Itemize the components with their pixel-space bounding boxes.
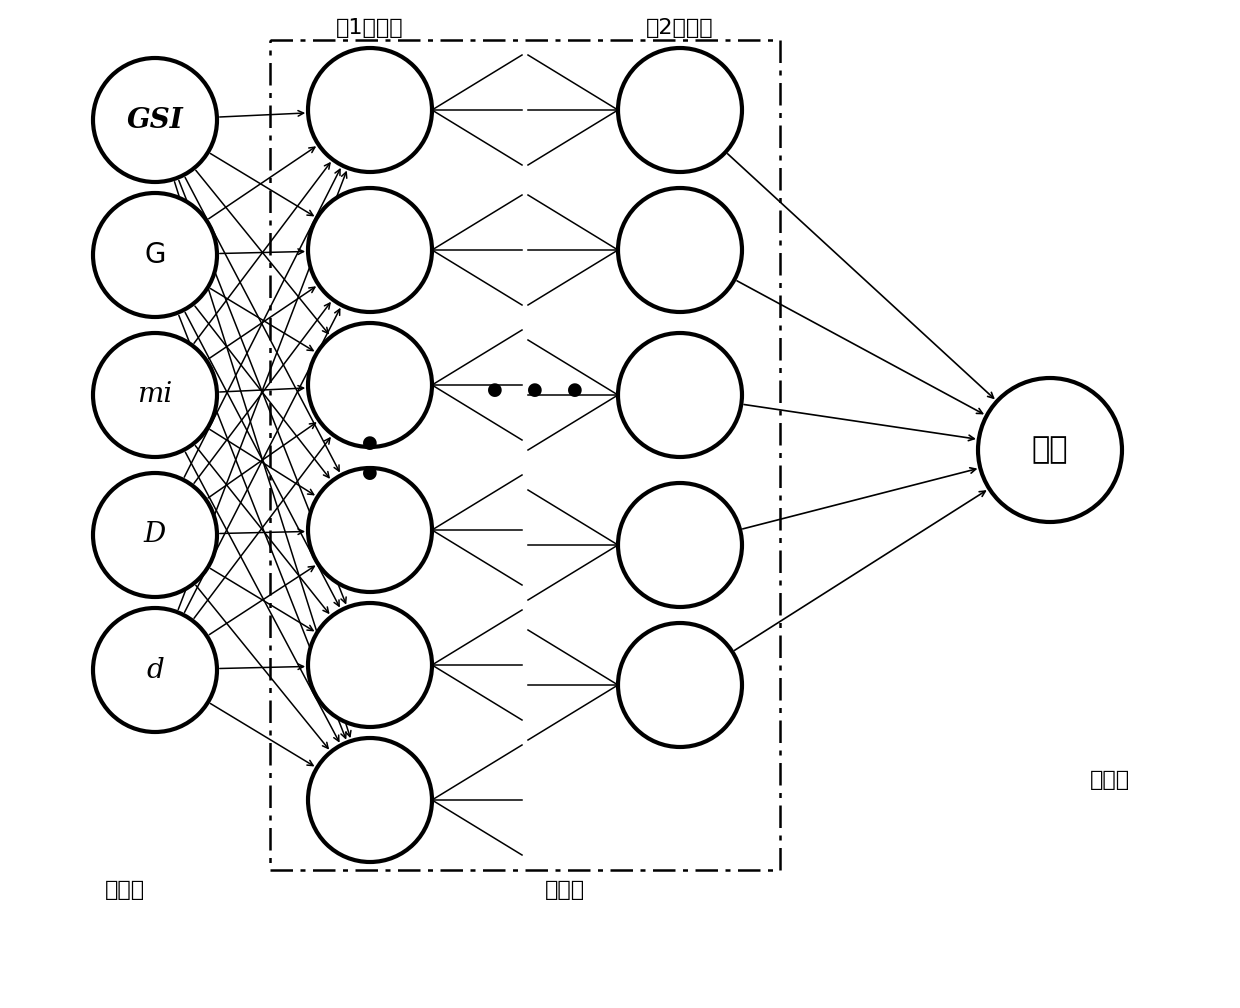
- Circle shape: [308, 323, 432, 447]
- Circle shape: [308, 468, 432, 592]
- Text: D: D: [144, 521, 166, 548]
- Circle shape: [93, 333, 217, 457]
- Text: d: d: [146, 656, 164, 683]
- Circle shape: [618, 333, 742, 457]
- Circle shape: [93, 58, 217, 182]
- Text: ●: ●: [487, 381, 503, 399]
- Text: 第2隐含层: 第2隐含层: [646, 18, 714, 38]
- Circle shape: [308, 603, 432, 727]
- Text: ●: ●: [527, 381, 543, 399]
- Text: ●: ●: [362, 464, 378, 482]
- Circle shape: [978, 378, 1122, 522]
- Text: G: G: [144, 241, 166, 269]
- Circle shape: [93, 608, 217, 732]
- Text: GSI: GSI: [126, 107, 184, 133]
- Circle shape: [618, 623, 742, 747]
- Circle shape: [93, 473, 217, 597]
- Text: 输出层: 输出层: [1090, 770, 1130, 790]
- Circle shape: [93, 193, 217, 317]
- Text: 输入层: 输入层: [105, 880, 145, 900]
- Circle shape: [308, 738, 432, 862]
- Circle shape: [618, 48, 742, 172]
- Text: 隐含层: 隐含层: [544, 880, 585, 900]
- Circle shape: [308, 188, 432, 312]
- Text: ●: ●: [567, 381, 583, 399]
- Text: ●: ●: [362, 433, 378, 452]
- Circle shape: [618, 188, 742, 312]
- Circle shape: [618, 483, 742, 607]
- Text: 第1隐含层: 第1隐含层: [336, 18, 404, 38]
- Text: 振速: 振速: [1032, 435, 1068, 465]
- Text: mi: mi: [138, 381, 172, 408]
- Circle shape: [308, 48, 432, 172]
